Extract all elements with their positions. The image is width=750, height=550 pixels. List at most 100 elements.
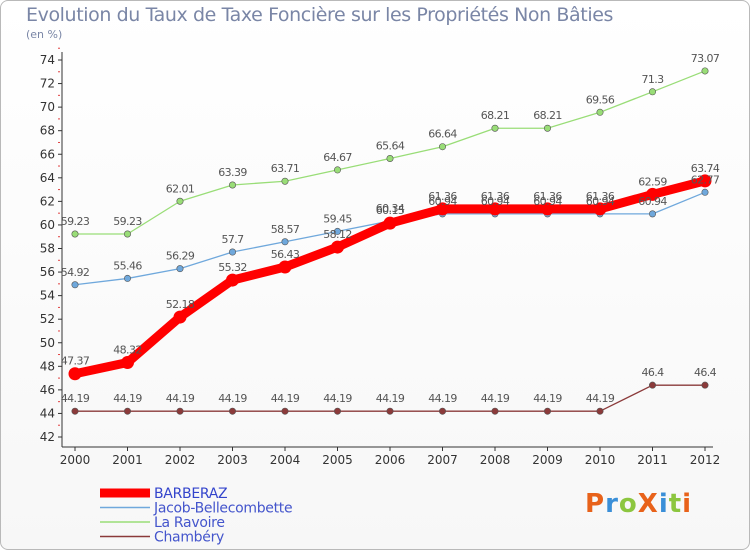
data-label: 60.94 (533, 195, 562, 208)
data-point (436, 202, 449, 216)
data-point (331, 240, 344, 254)
proxiti-logo: ProXiti (585, 489, 693, 519)
data-label: 55.46 (113, 259, 142, 272)
data-label: 63.71 (271, 162, 300, 175)
data-point (71, 407, 79, 415)
data-point (386, 154, 394, 162)
x-tick-label: 2003 (217, 453, 248, 467)
y-tick-label: 66 (40, 147, 55, 161)
data-point (229, 248, 237, 256)
data-label: 44.19 (481, 392, 510, 405)
data-label: 60.15 (376, 204, 405, 217)
data-label: 59.23 (61, 215, 90, 228)
data-label: 44.19 (428, 392, 457, 405)
data-point (71, 281, 79, 289)
data-point (121, 356, 134, 370)
data-label: 44.19 (113, 392, 142, 405)
data-label: 68.21 (533, 109, 562, 122)
data-label: 46.4 (694, 366, 717, 379)
data-point (71, 230, 79, 238)
data-point (176, 197, 184, 205)
data-label: 46.4 (641, 366, 664, 379)
legend-label: Chambéry (154, 530, 224, 546)
y-tick-label: 46 (40, 383, 55, 397)
data-point (124, 230, 132, 238)
data-label: 71.3 (641, 73, 664, 86)
data-label: 62.59 (638, 175, 667, 188)
x-tick-label: 2009 (532, 453, 563, 467)
data-point (278, 260, 292, 274)
data-label: 60.34 (376, 202, 405, 215)
chart-title: Evolution du Taux de Taxe Foncière sur l… (26, 4, 614, 26)
x-tick-label: 2010 (585, 453, 616, 467)
data-label: 59.23 (113, 215, 142, 228)
data-point (226, 273, 239, 287)
x-tick-label: 2000 (60, 453, 91, 467)
data-label: 61.36 (428, 190, 457, 203)
data-label: 44.19 (533, 392, 562, 405)
data-point (176, 407, 184, 415)
data-label: 56.43 (271, 248, 300, 261)
data-point (491, 407, 499, 415)
data-label: 62.77 (691, 173, 720, 186)
data-label: 44.19 (376, 392, 405, 405)
data-label: 48.32 (113, 344, 142, 357)
chart-unit-label: (en %) (26, 28, 63, 41)
data-label: 66.64 (428, 128, 457, 141)
data-point (543, 124, 551, 132)
y-tick-label: 72 (40, 77, 55, 91)
data-label: 44.19 (218, 392, 247, 405)
x-tick-label: 2001 (112, 453, 143, 467)
data-label: 44.19 (271, 392, 300, 405)
data-label: 56.29 (166, 250, 195, 263)
data-point (701, 67, 709, 75)
data-point (229, 407, 237, 415)
data-point (333, 227, 341, 235)
data-point (68, 367, 82, 381)
data-label: 59.45 (323, 212, 352, 225)
x-tick-label: 2004 (270, 453, 301, 467)
y-tick-label: 68 (40, 124, 55, 138)
x-tick-label: 2011 (637, 453, 668, 467)
data-label: 62.01 (166, 182, 195, 195)
data-label: 58.12 (323, 228, 352, 241)
data-label: 63.74 (691, 162, 720, 175)
data-point (281, 238, 289, 246)
data-label: 68.21 (481, 109, 510, 122)
y-tick-label: 44 (40, 406, 55, 420)
data-point (333, 166, 341, 174)
data-label: 69.56 (586, 93, 615, 106)
data-point (648, 210, 656, 218)
y-tick-label: 70 (40, 100, 55, 114)
data-label: 52.18 (166, 298, 195, 311)
data-label: 65.64 (376, 139, 405, 152)
data-point (648, 381, 656, 389)
data-label: 57.7 (221, 233, 244, 246)
y-tick-label: 58 (40, 242, 55, 256)
data-point (701, 381, 709, 389)
legend-label: BARBERAZ (154, 486, 227, 502)
data-label: 61.36 (533, 190, 562, 203)
data-point (124, 274, 132, 282)
y-tick-label: 54 (40, 289, 55, 303)
data-point (596, 108, 604, 116)
data-point (386, 407, 394, 415)
y-tick-label: 48 (40, 359, 55, 373)
data-point (229, 181, 237, 189)
data-point (648, 88, 656, 96)
x-tick-label: 2002 (165, 453, 196, 467)
data-label: 61.36 (481, 190, 510, 203)
chart-series (68, 67, 712, 415)
data-label: 61.36 (586, 190, 615, 203)
data-point (438, 143, 446, 151)
chart-axes: 42 44 46 48 50 52 54 56 58 60 62 64 66 68 70 72 74 2000 20… (40, 47, 720, 467)
y-tick-label: 50 (40, 336, 55, 350)
data-label: 54.92 (61, 266, 90, 279)
y-tick-label: 60 (40, 218, 55, 232)
data-label: 55.32 (218, 261, 247, 274)
data-point (173, 310, 187, 324)
data-point (491, 124, 499, 132)
